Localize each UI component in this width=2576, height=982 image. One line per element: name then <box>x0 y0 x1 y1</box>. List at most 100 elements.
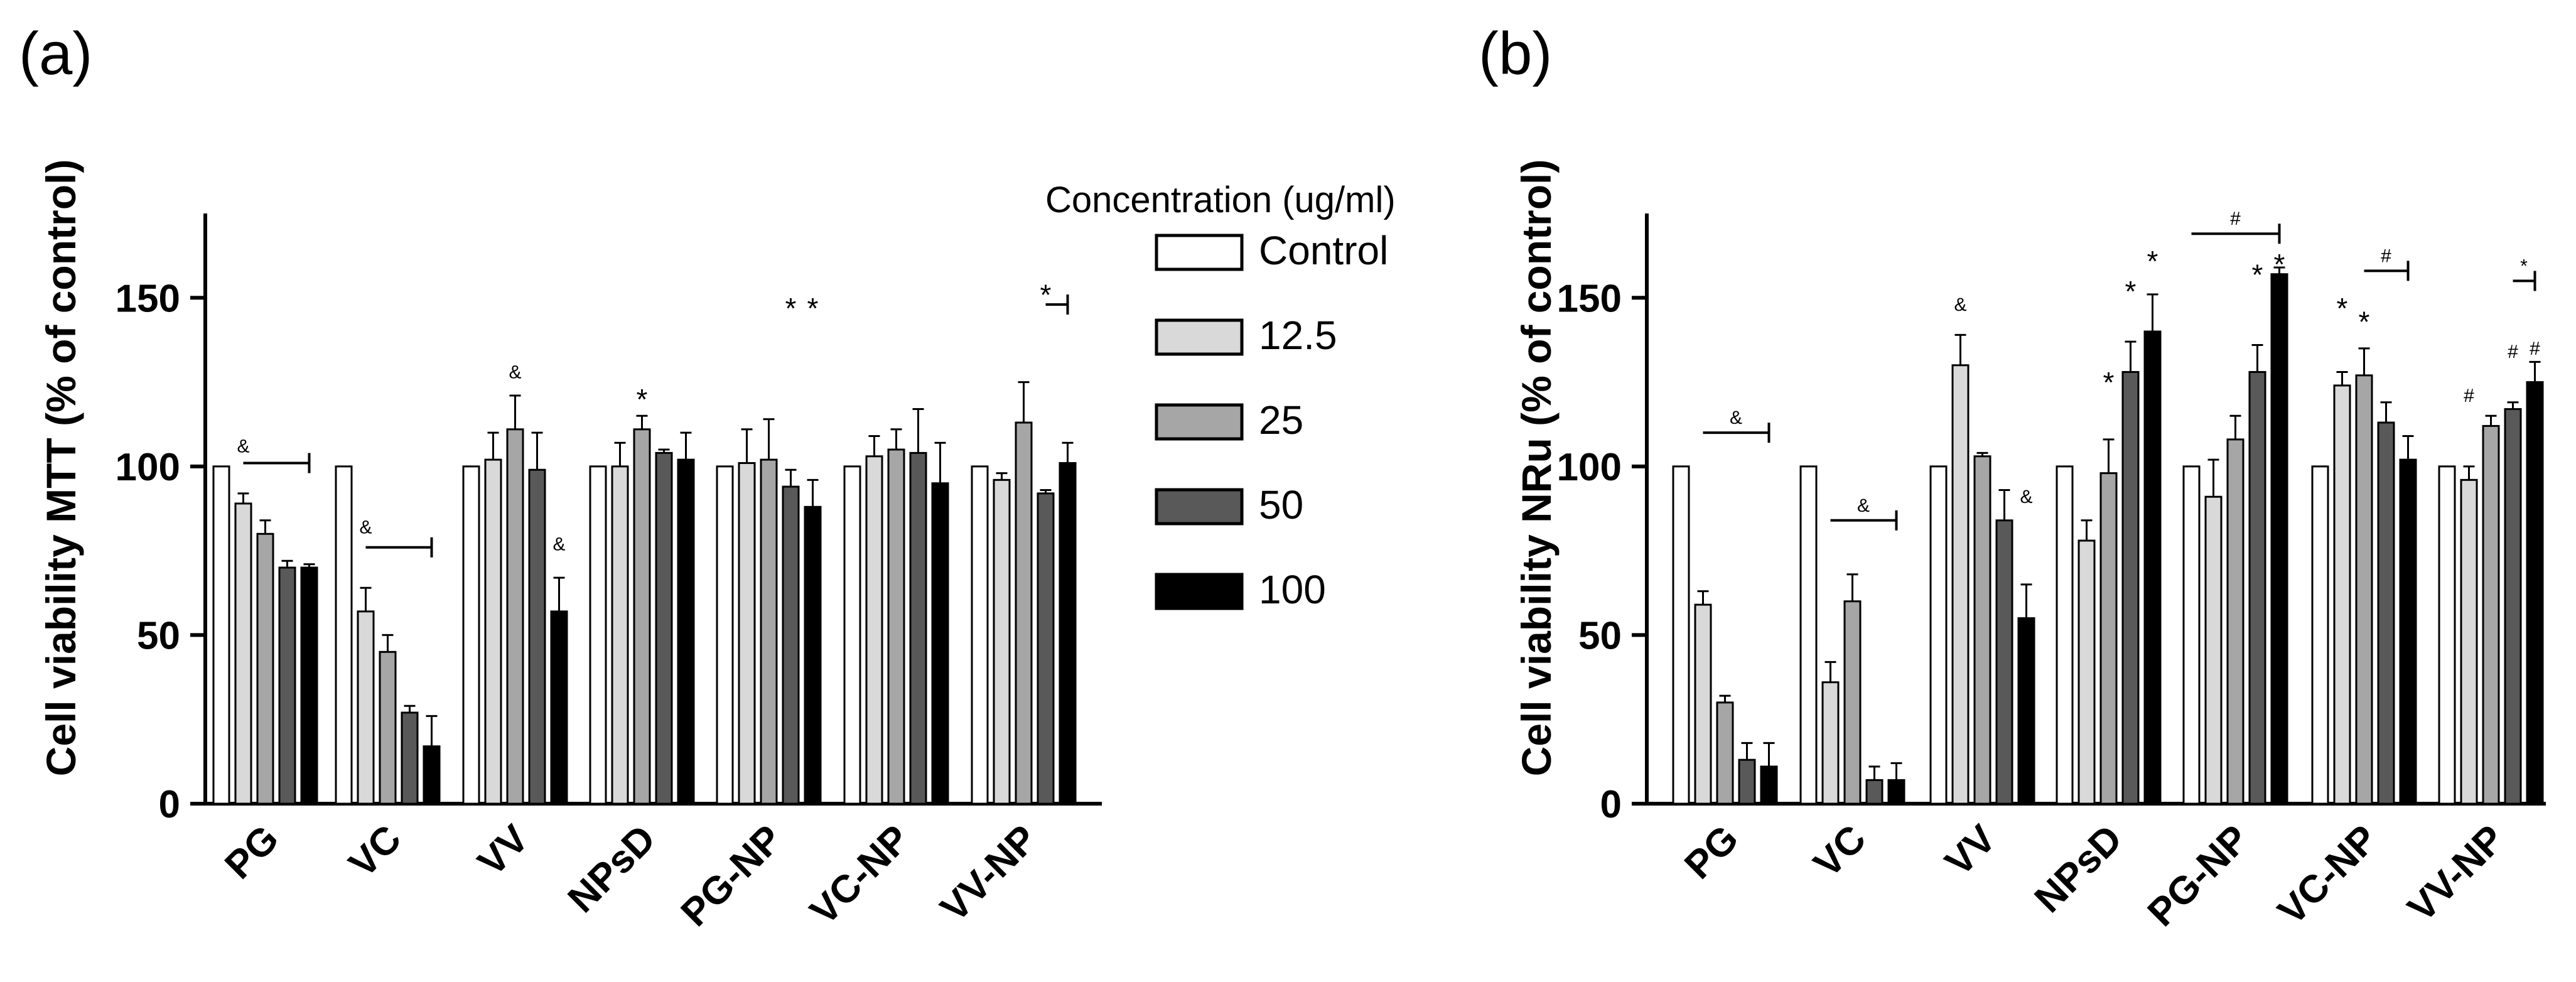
panel-a-y-tick-label: 0 <box>159 783 180 826</box>
panel-b-x-tick-label: VV-NP <box>2400 817 2513 930</box>
panel-a-bar-npsd-5 <box>677 458 695 805</box>
legend-swatch-1 <box>1155 234 1244 271</box>
panel-b-annotation-mark: & <box>1954 294 1966 315</box>
panel-a-annotation-mark: * <box>807 292 819 325</box>
panel-b-bar-vv-2 <box>1951 364 1970 805</box>
panel-b-bar-vc-np-1 <box>2311 465 2329 805</box>
panel-a-y-tick-label: 150 <box>116 277 180 320</box>
panel-b-annotation-mark: & <box>2020 487 2032 507</box>
panel-b-bar-npsd-2 <box>2078 539 2096 805</box>
panel-a-chart: (a) Cell viability MTT (% of control) 0 5… <box>19 20 1102 935</box>
panel-a-bar-vv-2 <box>484 458 502 805</box>
panel-b-annotation-mark: # <box>2508 342 2518 362</box>
panel-b-bar-vc-np-5 <box>2399 458 2417 805</box>
panel-b-bar-vc-np-4 <box>2377 421 2395 805</box>
panel-a-bar-vc-4 <box>401 711 419 805</box>
panel-a-bar-vc-np-4 <box>909 451 927 805</box>
panel-a-annotation-mark: * <box>785 292 797 325</box>
panel-a-bar-pg-3 <box>256 532 274 805</box>
panel-b-y-tick-label: 100 <box>1557 446 1622 489</box>
panel-a-bar-npsd-3 <box>633 428 651 805</box>
panel-b-annotation-mark: # <box>2530 338 2540 359</box>
panel-a-x-tick-label: PG-NP <box>673 817 791 935</box>
panel-b-bar-vv-4 <box>1995 519 2013 805</box>
panel-a-bar-vc-3 <box>379 650 397 805</box>
panel-b-bar-pg-1 <box>1672 465 1690 805</box>
legend-label-2: 12.5 <box>1259 313 1337 358</box>
panel-b-bar-vc-2 <box>1821 681 1840 805</box>
panel-b-x-tick-label: VC <box>1806 817 1875 886</box>
panel-b-annotation-mark: * <box>2337 292 2348 325</box>
panel-b-annotation-mark: * <box>2125 275 2137 308</box>
panel-b-chart: (b) Cell viability NRu (% of control) 0 5… <box>1479 20 2546 935</box>
legend-swatch-5 <box>1155 573 1244 610</box>
legend-title: Concentration (ug/ml) <box>1045 180 1396 220</box>
legend-label-4: 50 <box>1259 482 1303 527</box>
panel-a-bar-vc-2 <box>357 610 375 805</box>
panel-b-bar-pg-np-4 <box>2248 370 2266 805</box>
panel-a-annotation-mark: * <box>637 383 648 416</box>
panel-a-bar-vv-3 <box>506 428 524 805</box>
panel-b-bar-vv-5 <box>2017 617 2035 805</box>
panel-b-y-tick-label: 0 <box>1600 783 1622 826</box>
panel-b-bracket-mark: # <box>2230 208 2241 229</box>
legend-label-3: 25 <box>1259 397 1303 443</box>
panel-b-x-tick-label: PG-NP <box>2140 817 2258 935</box>
panel-a-y-axis-label: Cell viability MTT (% of control) <box>38 159 84 777</box>
panel-b-annotation-mark: * <box>2252 258 2263 291</box>
legend-label-1: Control <box>1259 228 1388 273</box>
panel-a-bar-vv-np-5 <box>1059 461 1077 805</box>
panel-a-annotation-mark: * <box>1040 279 1052 311</box>
panel-b-bar-pg-np-3 <box>2226 438 2245 805</box>
panel-a-x-tick-label: VV-NP <box>932 817 1045 930</box>
panel-b-x-tick-label: VC-NP <box>2270 817 2386 933</box>
panel-b-bar-pg-np-5 <box>2270 273 2288 805</box>
panel-a-annotation-mark: & <box>509 362 521 382</box>
legend-swatch-3 <box>1155 403 1244 441</box>
panel-b-bar-pg-np-2 <box>2204 495 2223 805</box>
panel-a-x-tick-label: VV <box>470 817 537 884</box>
panel-a-bar-pg-4 <box>278 566 296 805</box>
panel-b-annotation-mark: * <box>2147 245 2158 278</box>
panel-a-bar-vc-np-1 <box>843 465 861 805</box>
panel-a-x-tick-label: PG <box>217 817 287 887</box>
panel-a-bar-vv-np-1 <box>971 465 989 805</box>
panel-b-bar-vv-np-3 <box>2482 424 2500 805</box>
panel-a-bar-vc-np-3 <box>887 448 905 805</box>
panel-b-bracket-mark: & <box>1730 407 1742 428</box>
panel-b-bar-npsd-5 <box>2143 330 2162 805</box>
panel-a-bar-vv-1 <box>462 465 480 805</box>
panel-b-bar-npsd-3 <box>2099 472 2118 805</box>
panel-a-bar-pg-2 <box>234 502 252 805</box>
panel-a-bar-vc-np-2 <box>865 455 883 805</box>
panel-b-bar-pg-3 <box>1716 701 1734 805</box>
panel-b-bar-vc-1 <box>1799 465 1818 805</box>
panel-b-bar-npsd-1 <box>2056 465 2074 805</box>
panel-b-bar-vc-np-3 <box>2355 374 2373 805</box>
panel-a-bar-pg-1 <box>212 465 230 805</box>
panel-a-bar-vv-4 <box>528 468 546 805</box>
panel-b-y-tick-label: 50 <box>1578 614 1622 657</box>
panel-b-bar-pg-2 <box>1694 603 1712 805</box>
legend-swatch-2 <box>1155 318 1244 356</box>
panel-a-y-tick-label: 100 <box>116 446 180 489</box>
panel-b-bar-vc-np-2 <box>2333 384 2351 805</box>
panel-b-bar-vv-np-1 <box>2438 465 2456 805</box>
panel-a-bar-npsd-4 <box>655 451 673 805</box>
panel-b-annotation-mark: * <box>2103 366 2115 399</box>
panel-b-label: (b) <box>1479 20 1552 87</box>
panel-a-annotation-mark: & <box>552 534 565 554</box>
panel-b-y-axis-label: Cell viability NRu (% of control) <box>1513 159 1560 777</box>
panel-b-x-tick-label: NPsD <box>2027 817 2131 921</box>
panel-a-bar-npsd-1 <box>589 465 607 805</box>
panel-a-bar-pg-np-1 <box>716 465 734 805</box>
panel-b-bracket-mark: * <box>2520 256 2528 276</box>
panel-a-bar-vc-np-5 <box>931 482 949 805</box>
panel-b-bar-vv-np-2 <box>2460 478 2478 805</box>
panel-b-x-tick-label: PG <box>1676 817 1747 887</box>
panel-b-bar-vc-5 <box>1887 779 1905 805</box>
panel-a-bar-pg-5 <box>300 566 318 805</box>
panel-b-bar-pg-4 <box>1738 758 1756 805</box>
legend-label-5: 100 <box>1259 567 1326 612</box>
